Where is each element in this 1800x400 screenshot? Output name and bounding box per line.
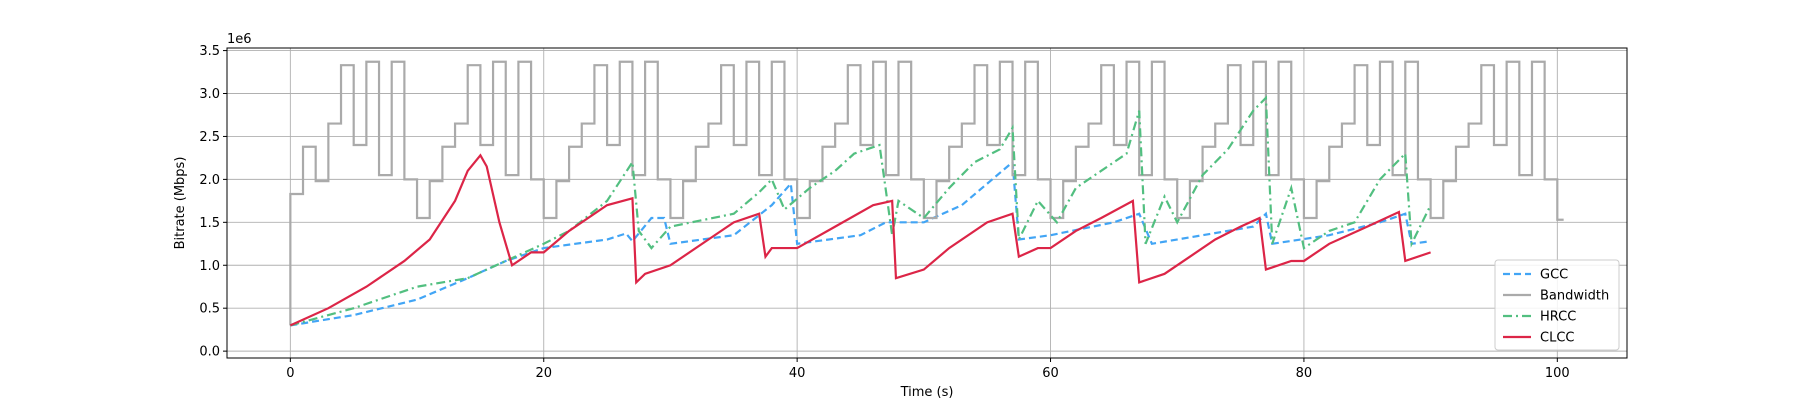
y-offset-label: 1e6 [227,32,252,47]
y-tick-label: 3.5 [199,44,220,59]
series-line [289,153,1431,327]
series-line [289,60,1564,326]
x-tick-label: 60 [1042,366,1059,381]
legend-label: Bandwidth [1540,289,1609,304]
y-tick-label: 3.0 [199,87,220,102]
y-tick-label: 2.0 [199,173,220,188]
x-tick-label: 100 [1545,366,1570,381]
x-tick-label: 40 [789,366,806,381]
legend-box [1494,259,1620,351]
y-axis-label: Bitrate (Mbps) [173,157,188,250]
y-tick-label: 1.0 [199,259,220,274]
x-tick-label: 20 [535,366,552,381]
y-tick-label: 0.0 [199,345,220,360]
plot-frame [226,47,1628,359]
series-line [290,159,1431,327]
x-tick-label: 80 [1296,366,1313,381]
legend-label: GCC [1540,268,1568,283]
legend-label: CLCC [1540,331,1574,346]
y-tick-label: 2.5 [199,130,220,145]
x-tick-label: 0 [286,366,294,381]
y-tick-label: 1.5 [199,216,220,231]
legend-label: HRCC [1540,310,1576,325]
x-axis-label: Time (s) [900,385,954,400]
y-tick-label: 0.5 [199,302,220,317]
series-line [290,95,1432,327]
plot [289,60,1564,327]
